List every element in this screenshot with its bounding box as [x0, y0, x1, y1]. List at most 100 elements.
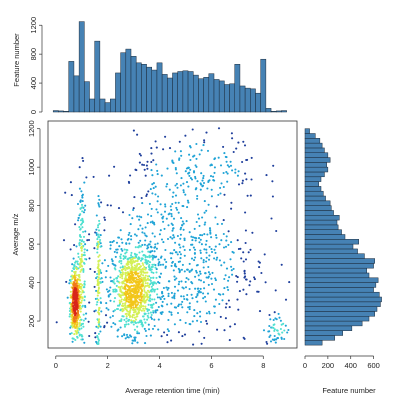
scatter-point: [109, 204, 112, 207]
scatter-point: [174, 194, 178, 197]
scatter-point: [203, 233, 206, 236]
scatter-point: [202, 144, 205, 147]
scatter-point: [170, 264, 173, 267]
scatter-point: [276, 336, 279, 340]
scatter-point: [136, 260, 139, 263]
scatter-point: [84, 257, 87, 261]
scatter-point: [155, 276, 158, 279]
scatter-point: [172, 234, 175, 237]
scatter-point: [222, 293, 225, 296]
scatter-point: [145, 284, 149, 287]
scatter-point: [78, 307, 81, 311]
scatter-point: [186, 293, 189, 297]
scatter-point: [269, 318, 272, 321]
scatter-point: [144, 174, 147, 177]
scatter-point: [149, 283, 152, 286]
scatter-point: [203, 200, 206, 203]
scatter-point: [215, 205, 218, 208]
scatter-point: [176, 186, 179, 189]
scatter-point: [93, 270, 96, 273]
scatter-point: [144, 307, 147, 310]
scatter-point: [70, 281, 73, 285]
scatter-point: [189, 158, 192, 162]
scatter-point: [214, 251, 217, 254]
scatter-point: [133, 316, 136, 319]
scatter-point: [213, 257, 216, 260]
scatter-point: [210, 282, 214, 286]
scatter-point: [118, 260, 121, 263]
scatter-point: [174, 241, 177, 244]
scatter-point: [79, 227, 82, 230]
scatter-point: [138, 298, 141, 301]
scatter-point: [69, 326, 72, 329]
scatter-point: [268, 330, 271, 333]
scatter-point: [142, 163, 146, 167]
scatter-point: [163, 297, 166, 300]
scatter-point: [112, 281, 115, 284]
scatter-point: [140, 196, 143, 200]
scatter-point: [143, 168, 146, 171]
scatter-point: [137, 332, 141, 335]
scatter-point: [99, 301, 102, 304]
scatter-point: [260, 271, 263, 275]
scatter-point: [133, 336, 136, 339]
scatter-point: [121, 249, 124, 252]
right-histogram-bar: [304, 229, 342, 235]
scatter-point: [167, 213, 170, 216]
scatter-point: [121, 302, 124, 305]
scatter-point: [150, 169, 153, 172]
scatter-point: [235, 274, 238, 278]
scatter-point: [173, 249, 176, 252]
scatter-point: [191, 297, 194, 300]
scatter-point: [273, 334, 276, 338]
scatter-point: [132, 129, 135, 132]
scatter-point: [266, 342, 269, 345]
scatter-point: [133, 328, 136, 331]
scatter-point: [155, 268, 158, 271]
scatter-point: [203, 248, 206, 251]
scatter-point: [174, 150, 177, 153]
scatter-point: [193, 248, 197, 251]
scatter-point: [139, 224, 142, 227]
scatter-point: [77, 216, 80, 219]
scatter-point: [236, 239, 239, 242]
scatter-point: [96, 336, 99, 339]
top-y-tick-label: 800: [29, 48, 38, 61]
scatter-point: [225, 170, 228, 174]
scatter-point: [219, 192, 222, 195]
top-histogram-bar: [52, 110, 59, 113]
scatter-point: [117, 328, 120, 331]
scatter-point: [183, 239, 186, 242]
scatter-point: [132, 300, 136, 303]
scatter-point: [169, 252, 172, 255]
scatter-point: [181, 335, 184, 338]
scatter-point: [96, 248, 99, 251]
scatter-point: [203, 211, 206, 214]
scatter-point: [237, 308, 240, 311]
scatter-point: [195, 142, 198, 146]
scatter-point: [80, 253, 83, 256]
scatter-point: [136, 246, 140, 249]
scatter-point: [196, 319, 199, 322]
scatter-point: [82, 230, 85, 233]
scatter-point: [97, 202, 100, 205]
scatter-point: [158, 296, 161, 299]
scatter-point: [127, 263, 130, 266]
scatter-point: [210, 250, 214, 254]
scatter-point: [167, 280, 170, 283]
right-histogram-bar: [304, 181, 319, 187]
scatter-point: [216, 328, 219, 331]
scatter-point: [166, 341, 169, 344]
scatter-point: [134, 310, 137, 313]
scatter-point: [148, 202, 151, 205]
scatter-point: [130, 254, 133, 257]
scatter-point: [179, 246, 182, 249]
scatter-point: [244, 241, 247, 245]
scatter-point: [113, 297, 117, 300]
scatter-point: [144, 279, 147, 282]
scatter-point: [77, 267, 80, 270]
scatter-point: [187, 185, 190, 188]
scatter-point: [218, 243, 221, 246]
scatter-point: [119, 253, 123, 256]
